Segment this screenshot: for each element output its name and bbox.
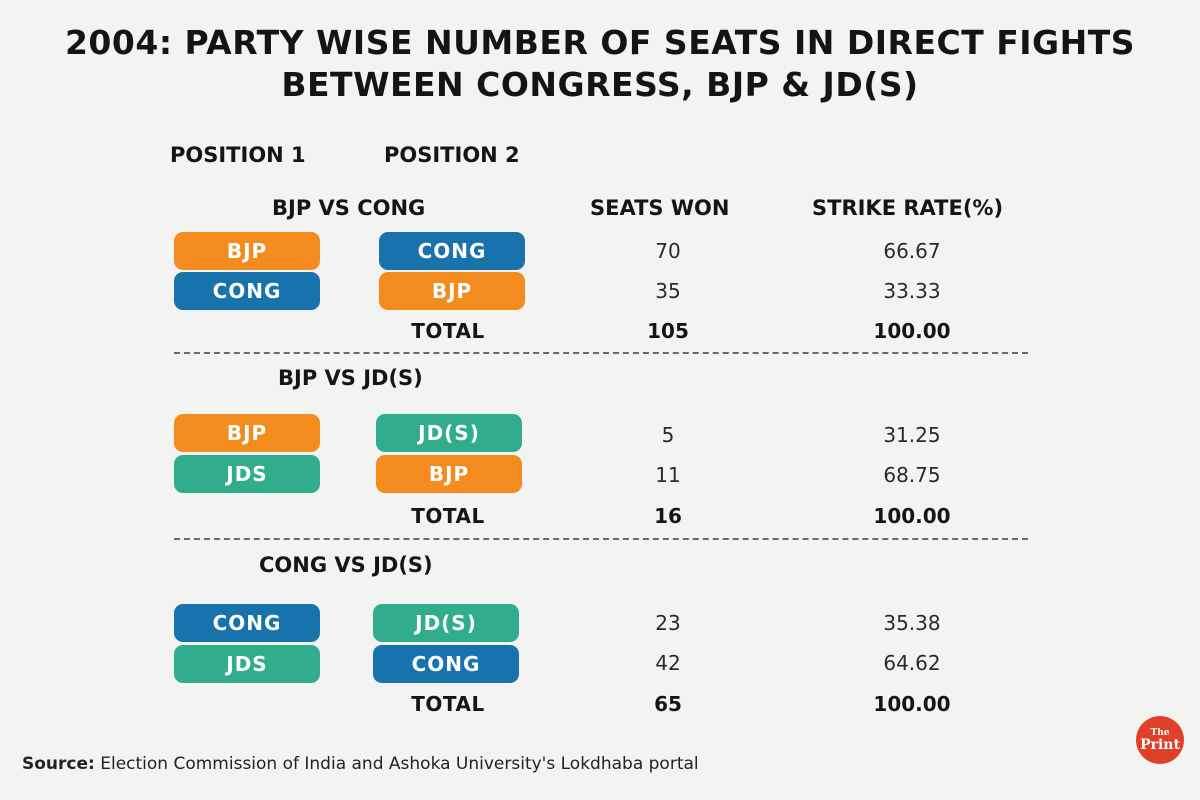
logo-the: The [1150,727,1170,738]
total-seats-value: 65 [654,692,682,716]
strike-rate-value: 64.62 [883,651,941,675]
theprint-logo: The Print [1136,716,1184,764]
strike-rate-value: 33.33 [883,279,941,303]
title-line-1: 2004: PARTY WISE NUMBER OF SEATS IN DIRE… [64,23,1136,62]
strike-rate-value: 66.67 [883,239,941,263]
section-title-bjp-vs-jds: BJP VS JD(S) [278,366,423,390]
party-pill-bjp: BJP [379,272,525,310]
seats-won-header: SEATS WON [590,196,730,220]
party-pill-bjp: BJP [376,455,522,493]
position-1-header: POSITION 1 [170,143,306,167]
seats-won-value: 11 [655,463,681,487]
section-title-bjp-vs-cong: BJP VS CONG [272,196,426,220]
seats-won-value: 35 [655,279,681,303]
title-line-2: BETWEEN CONGRESS, BJP & JD(S) [281,65,919,104]
strike-rate-value: 35.38 [883,611,941,635]
party-pill-jds: JDS [174,645,320,683]
total-label: TOTAL [411,319,485,343]
party-pill-cong: CONG [379,232,525,270]
page-title: 2004: PARTY WISE NUMBER OF SEATS IN DIRE… [0,22,1200,106]
party-pill-bjp: BJP [174,232,320,270]
total-seats-value: 16 [654,504,682,528]
party-pill-jds: JD(S) [376,414,522,452]
seats-won-value: 23 [655,611,681,635]
source-text: Election Commission of India and Ashoka … [100,754,699,774]
position-2-header: POSITION 2 [384,143,520,167]
source-label: Source: [22,754,95,774]
strike-rate-value: 68.75 [883,463,941,487]
strike-rate-header: STRIKE RATE(%) [812,196,1004,220]
section-divider [174,538,1028,540]
party-pill-jds: JD(S) [373,604,519,642]
party-pill-cong: CONG [174,604,320,642]
total-rate-value: 100.00 [873,692,951,716]
section-title-cong-vs-jds: CONG VS JD(S) [259,553,433,577]
section-divider [174,352,1028,354]
party-pill-jds: JDS [174,455,320,493]
strike-rate-value: 31.25 [883,423,941,447]
party-pill-bjp: BJP [174,414,320,452]
total-label: TOTAL [411,692,485,716]
party-pill-cong: CONG [373,645,519,683]
party-pill-cong: CONG [174,272,320,310]
total-label: TOTAL [411,504,485,528]
total-rate-value: 100.00 [873,319,951,343]
total-rate-value: 100.00 [873,504,951,528]
seats-won-value: 70 [655,239,681,263]
source-note: Source: Election Commission of India and… [22,754,699,774]
seats-won-value: 42 [655,651,681,675]
logo-print: Print [1140,736,1180,753]
total-seats-value: 105 [647,319,689,343]
seats-won-value: 5 [661,423,675,447]
